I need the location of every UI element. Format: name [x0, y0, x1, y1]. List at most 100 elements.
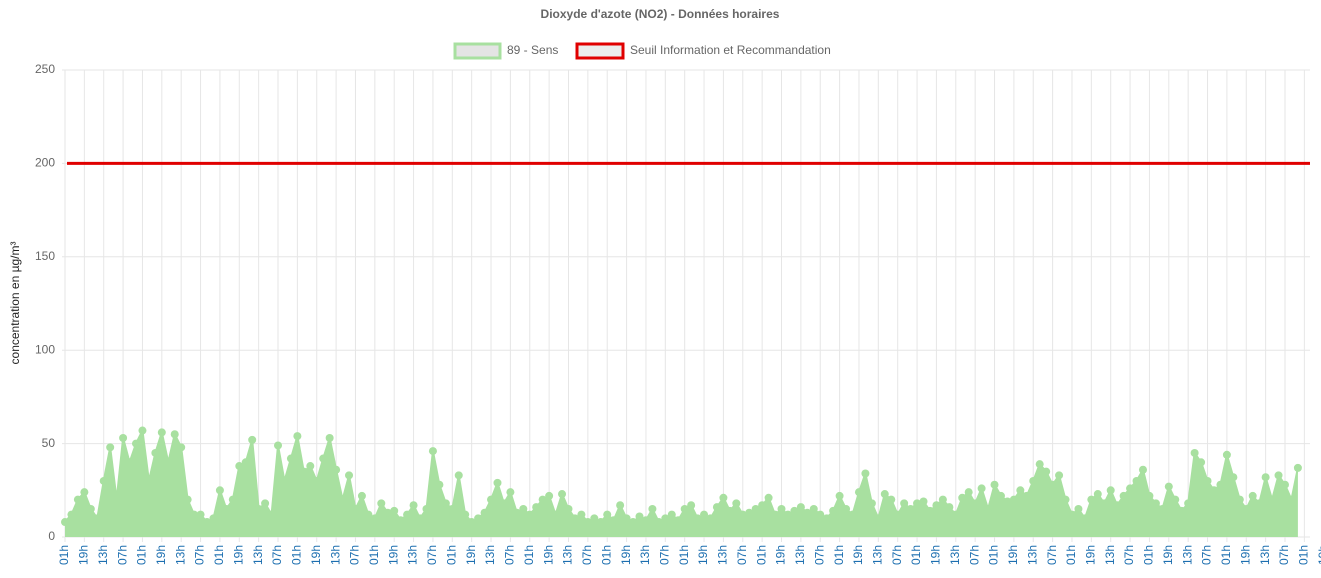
data-point	[874, 514, 883, 523]
data-point	[648, 504, 657, 513]
data-point	[403, 510, 412, 519]
data-point	[661, 514, 670, 523]
data-point	[570, 514, 579, 523]
data-point	[906, 504, 915, 513]
x-tick-label: 19h	[541, 545, 555, 565]
data-point	[454, 471, 463, 480]
data-point	[345, 471, 354, 480]
data-point	[1100, 499, 1109, 508]
data-point	[1113, 501, 1122, 510]
data-point	[1209, 486, 1218, 495]
data-point	[86, 504, 95, 513]
x-tick-label: 01h	[987, 545, 1001, 565]
data-point	[183, 495, 192, 504]
data-point	[325, 433, 334, 442]
data-point	[1151, 499, 1160, 508]
x-tick-label: 13h	[1258, 545, 1272, 565]
data-point	[1138, 465, 1147, 474]
data-point	[67, 510, 76, 519]
data-point	[706, 514, 715, 523]
x-tick-label: 19h	[309, 545, 323, 565]
data-point	[1003, 497, 1012, 506]
data-point	[525, 510, 534, 519]
x-tick-label: 07h	[1277, 545, 1291, 565]
data-point	[1126, 484, 1135, 493]
data-point	[854, 488, 863, 497]
data-point	[215, 486, 224, 495]
data-point	[1274, 471, 1283, 480]
data-point	[1061, 495, 1070, 504]
x-tick-label: 07h	[1045, 545, 1059, 565]
data-point	[641, 516, 650, 525]
data-point	[1016, 486, 1025, 495]
data-point	[190, 510, 199, 519]
data-point	[932, 501, 941, 510]
data-point	[364, 510, 373, 519]
y-tick-label: 100	[35, 342, 55, 356]
data-point	[667, 510, 676, 519]
data-point	[1248, 491, 1257, 500]
data-point	[835, 491, 844, 500]
data-point	[900, 499, 909, 508]
x-tick-label: 01h	[1142, 545, 1156, 565]
data-point	[228, 495, 237, 504]
data-point	[203, 518, 212, 527]
data-point	[306, 462, 315, 471]
data-point	[771, 510, 780, 519]
data-point	[1132, 476, 1141, 485]
x-tick-label: 01h	[909, 545, 923, 565]
data-point	[635, 512, 644, 521]
data-point	[144, 476, 153, 485]
data-point	[977, 484, 986, 493]
data-point	[332, 465, 341, 474]
x-tick-label: 13h	[561, 545, 575, 565]
x-tick-label: 07h	[270, 545, 284, 565]
x-tick-label: 19h	[1006, 545, 1020, 565]
x-tick-label: 13h	[716, 545, 730, 565]
data-point	[913, 499, 922, 508]
x-tick-label: 13h	[173, 545, 187, 565]
x-tick-label: 19h	[774, 545, 788, 565]
x-tick-label: 07h	[193, 545, 207, 565]
x-tick-label: 19h	[929, 545, 943, 565]
x-tick-label: 01h	[1297, 545, 1311, 565]
data-point	[151, 448, 160, 457]
data-point	[564, 504, 573, 513]
data-point	[809, 504, 818, 513]
data-point	[1222, 450, 1231, 459]
y-tick-label: 150	[35, 249, 55, 263]
x-tick-label: 13h	[1180, 545, 1194, 565]
x-tick-label: 01h	[444, 545, 458, 565]
data-point	[222, 504, 231, 513]
data-point	[783, 510, 792, 519]
x-tick-label: 07h	[812, 545, 826, 565]
x-tick-label: 19h	[619, 545, 633, 565]
data-point	[1080, 514, 1089, 523]
data-point	[861, 469, 870, 478]
data-point	[493, 478, 502, 487]
data-point	[603, 510, 612, 519]
data-point	[551, 510, 560, 519]
data-point	[125, 458, 134, 467]
x-tick-label: 07h	[580, 545, 594, 565]
data-point	[919, 497, 928, 506]
data-point	[790, 506, 799, 515]
legend-label: 89 - Sens	[507, 43, 558, 57]
x-tick-label: 01h	[522, 545, 536, 565]
data-point	[751, 504, 760, 513]
data-point	[235, 462, 244, 471]
data-point	[441, 499, 450, 508]
data-point	[267, 510, 276, 519]
data-point	[803, 508, 812, 517]
data-point	[990, 480, 999, 489]
data-point	[80, 488, 89, 497]
data-point	[1255, 499, 1264, 508]
chart-title: Dioxyde d'azote (NO2) - Données horaires	[541, 7, 780, 21]
x-tick-label: 19h	[77, 545, 91, 565]
data-point	[467, 518, 476, 527]
x-tick-label: 07h	[425, 545, 439, 565]
x-tick-label: 07h	[967, 545, 981, 565]
data-point	[616, 501, 625, 510]
x-tick-label: 19h	[1316, 545, 1321, 565]
data-point	[887, 495, 896, 504]
